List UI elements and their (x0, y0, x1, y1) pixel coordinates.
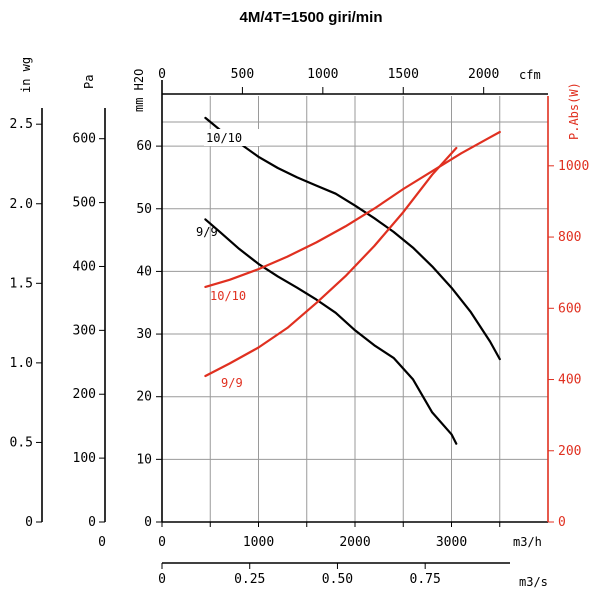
x-tick-cfm: 1500 (388, 67, 419, 82)
chart-axes (36, 80, 554, 569)
y-tick-pa: 400 (73, 259, 96, 274)
x-tick-m3s: 0.75 (410, 572, 441, 587)
y-tick-mmh2o: 40 (136, 264, 152, 279)
x-tick-m3h: 3000 (436, 535, 467, 550)
y-axis-label-inwg: in wg (19, 57, 33, 93)
y-tick-inwg: 1.0 (10, 356, 33, 371)
chart-title: 4M/4T=1500 giri/min (240, 9, 383, 26)
y-tick-mmh2o: 30 (136, 327, 152, 342)
x-tick-cfm: 2000 (468, 67, 499, 82)
y-tick-power: 0 (558, 515, 566, 530)
x-tick-m3s: 0 (158, 572, 166, 587)
y-tick-pa: 0 (88, 515, 96, 530)
series-line-pressure-10-10 (204, 116, 501, 361)
y-tick-mmh2o: 60 (136, 139, 152, 154)
performance-curves (204, 116, 501, 445)
x-axis-label-cfm: cfm (519, 68, 541, 82)
y-axis-label-mmh2o: mm H2O (132, 69, 146, 112)
y-tick-inwg: 2.0 (10, 197, 33, 212)
x-tick-cfm: 1000 (307, 67, 338, 82)
y-tick-power: 1000 (558, 159, 589, 174)
series-line-power-9-9 (204, 146, 458, 378)
x-tick-m3h: 0 (158, 535, 166, 550)
y-tick-inwg: 2.5 (10, 117, 33, 132)
y-tick-mmh2o: 50 (136, 202, 152, 217)
y-tick-power: 800 (558, 230, 581, 245)
y-tick-power: 400 (558, 373, 581, 388)
series-label-pressure-9-9: 9/9 (196, 225, 218, 239)
y-tick-pa: 300 (73, 323, 96, 338)
x-axis-label-m3s: m3/s (519, 575, 548, 589)
series-label-pressure-10-10: 10/10 (206, 131, 242, 145)
y-tick-pa: 200 (73, 387, 96, 402)
series-label-power-9-9: 9/9 (221, 376, 243, 390)
y-tick-mmh2o: 20 (136, 390, 152, 405)
y-tick-mmh2o: 10 (136, 452, 152, 467)
corner-zero-label: 0 (98, 535, 106, 550)
x-tick-m3s: 0.50 (322, 572, 353, 587)
y-tick-power: 200 (558, 444, 581, 459)
x-axis-label-m3h: m3/h (513, 535, 542, 549)
series-label-power-10-10: 10/10 (210, 289, 246, 303)
x-tick-m3s: 0.25 (234, 572, 265, 587)
y-tick-mmh2o-zero: 0 (144, 515, 152, 530)
curve-labels: 10/10 9/9 10/10 9/9 (196, 129, 260, 390)
label-background (204, 129, 260, 146)
y-tick-pa: 500 (73, 196, 96, 211)
y-axis-label-power: P.Abs(W) (567, 82, 581, 140)
y-tick-inwg: 0.5 (10, 435, 33, 450)
plot-grid (162, 96, 548, 522)
x-tick-m3h: 1000 (243, 535, 274, 550)
y-tick-power: 600 (558, 301, 581, 316)
x-tick-m3h: 2000 (339, 535, 370, 550)
series-line-pressure-9-9 (204, 218, 458, 445)
y-tick-inwg: 1.5 (10, 276, 33, 291)
y-tick-pa: 600 (73, 132, 96, 147)
x-tick-cfm: 500 (231, 67, 254, 82)
y-tick-pa: 100 (73, 451, 96, 466)
x-tick-cfm: 0 (158, 67, 166, 82)
series-line-power-10-10 (204, 130, 501, 288)
y-tick-inwg: 0 (25, 515, 33, 530)
y-axis-label-pa: Pa (82, 75, 96, 89)
